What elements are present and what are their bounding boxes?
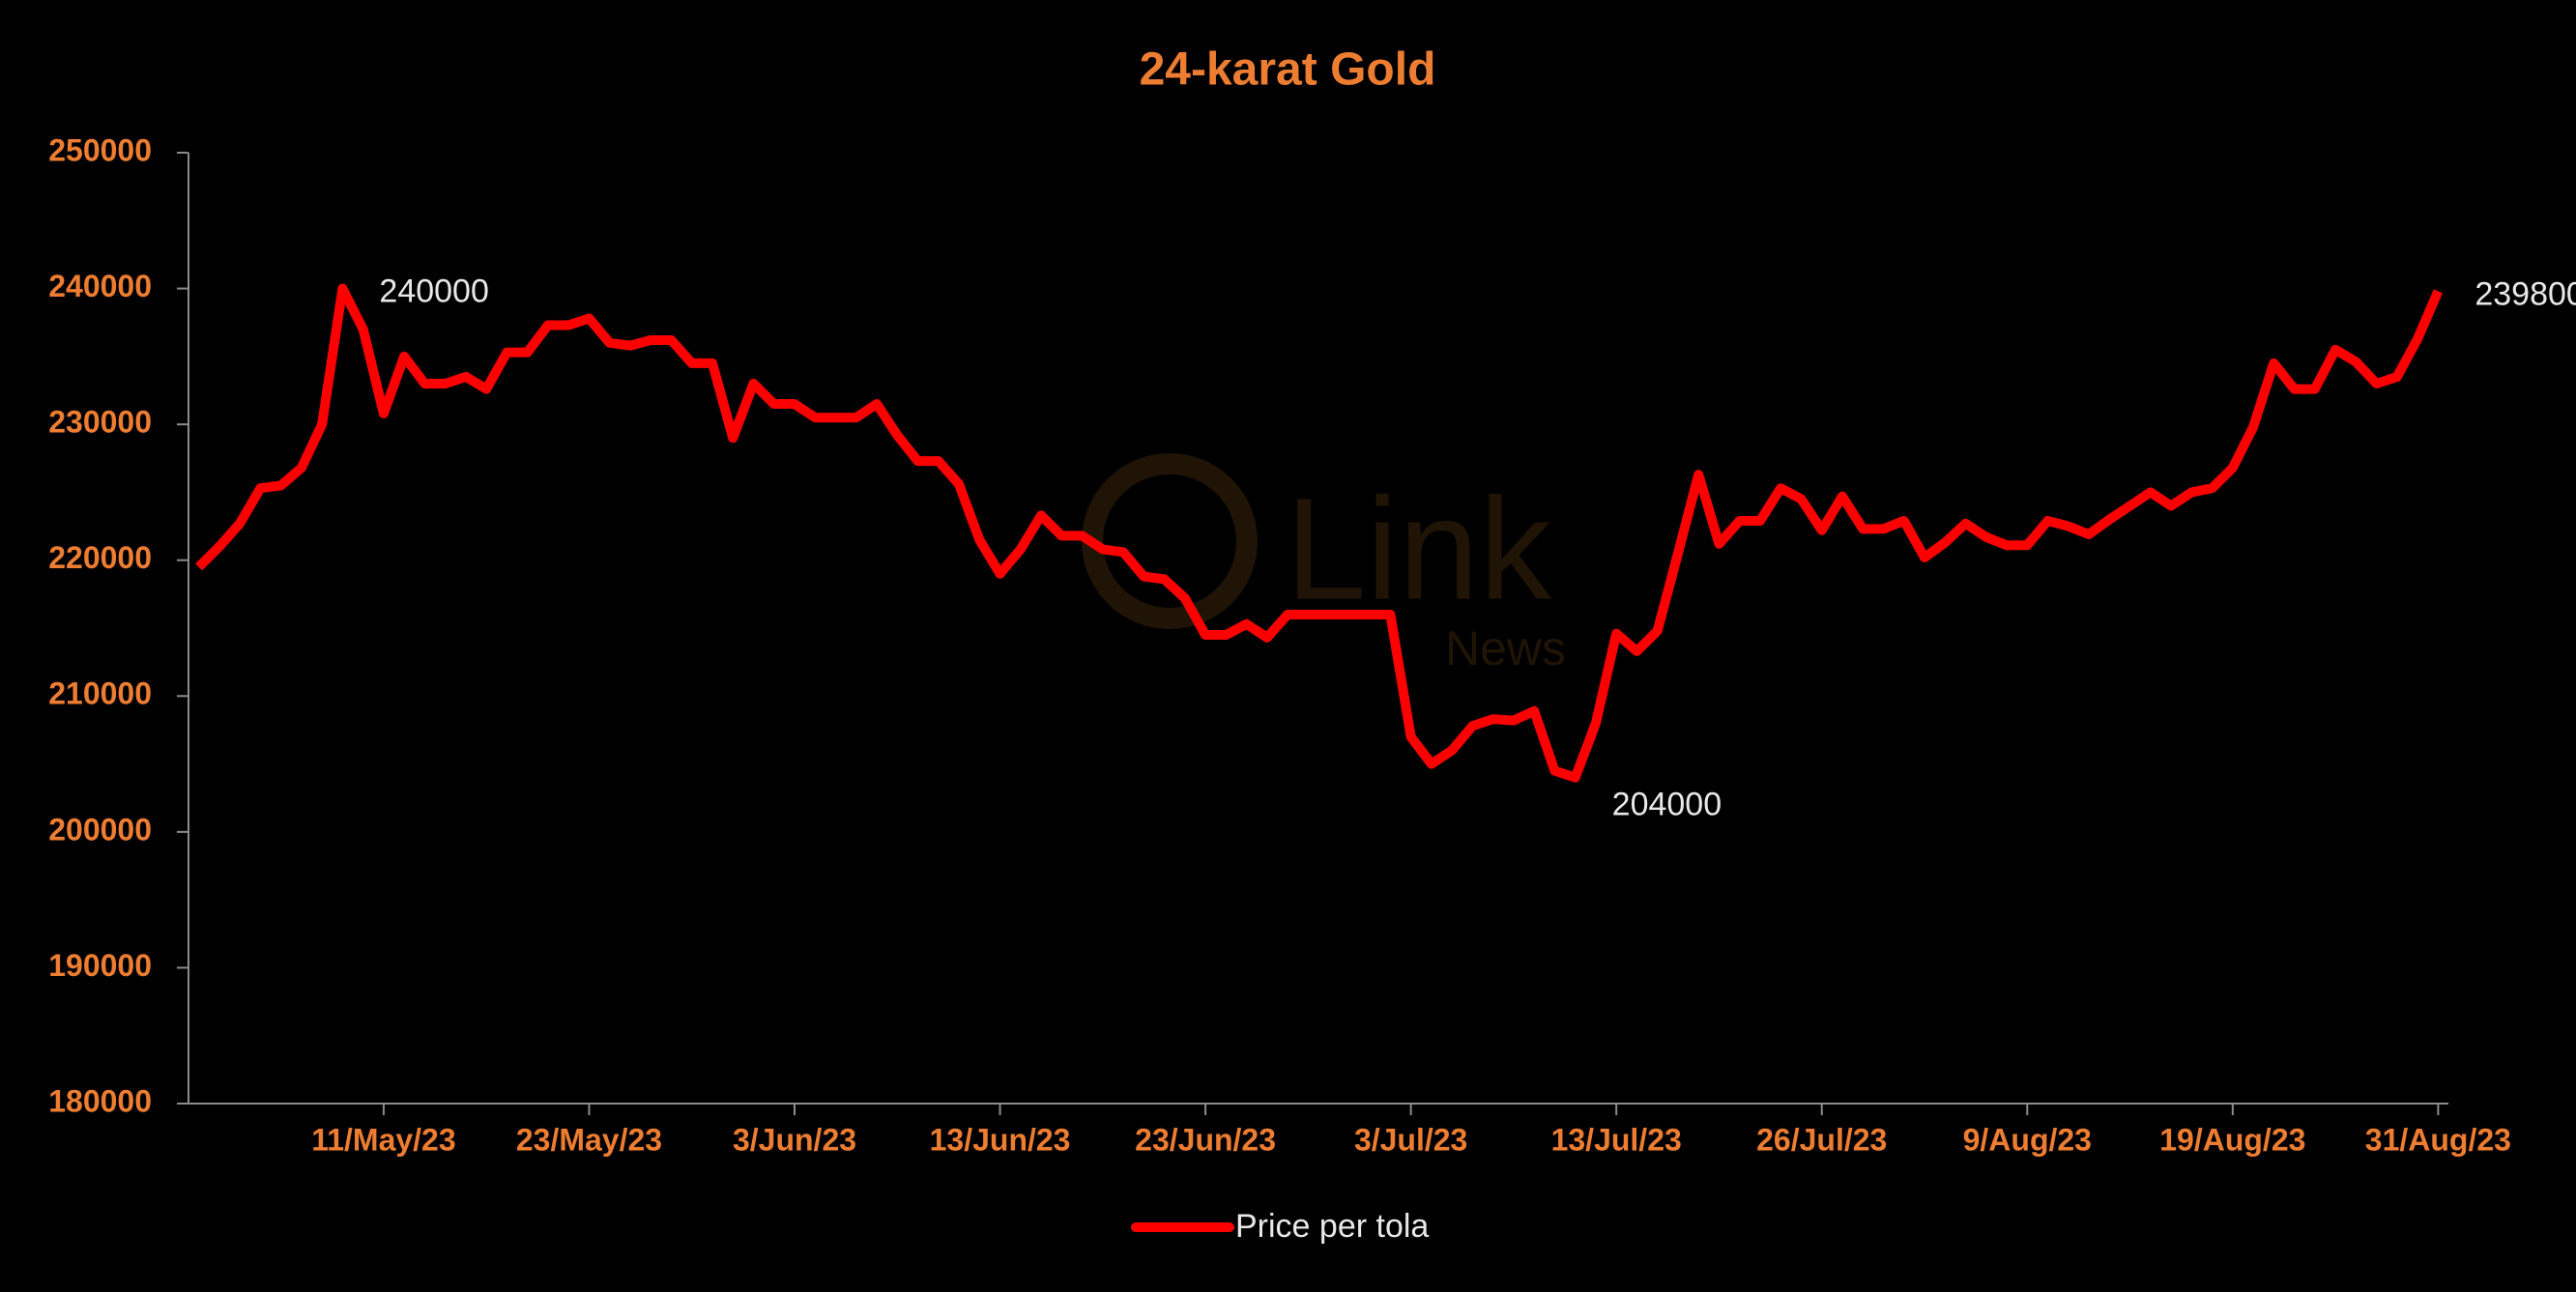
watermark: Link News <box>1082 453 1566 675</box>
x-tick-label: 23/May/23 <box>516 1122 662 1157</box>
x-tick-label: 31/Aug/23 <box>2365 1122 2511 1157</box>
data-label: 239800 <box>2475 275 2576 312</box>
y-tick-label: 220000 <box>48 540 152 575</box>
chart-title: 24-karat Gold <box>1140 44 1436 96</box>
x-tick-label: 3/Jul/23 <box>1354 1122 1467 1157</box>
x-tick-label: 26/Jul/23 <box>1756 1122 1887 1157</box>
y-tick-label: 180000 <box>48 1083 152 1118</box>
y-tick-label: 230000 <box>48 405 152 440</box>
watermark-subtext: News <box>1445 621 1566 675</box>
line-series <box>195 283 2443 783</box>
x-tick-label: 13/Jul/23 <box>1551 1122 1682 1157</box>
x-tick-label: 19/Aug/23 <box>2159 1122 2305 1157</box>
x-tick-label: 9/Aug/23 <box>1963 1122 2092 1157</box>
y-tick-label: 200000 <box>48 812 152 847</box>
x-tick-label: 23/Jun/23 <box>1135 1122 1276 1157</box>
data-label: 204000 <box>1612 787 1722 823</box>
x-tick-label: 13/Jun/23 <box>930 1122 1071 1157</box>
y-tick-label: 250000 <box>48 132 152 167</box>
data-label: 240000 <box>379 273 488 310</box>
y-tick-label: 190000 <box>48 948 152 983</box>
x-tick-label: 3/Jun/23 <box>733 1122 856 1157</box>
y-tick-label: 210000 <box>48 676 152 711</box>
watermark-text: Link <box>1286 468 1552 630</box>
legend-label: Price per tola <box>1235 1208 1429 1245</box>
y-tick-label: 240000 <box>48 269 152 303</box>
x-tick-label: 11/May/23 <box>311 1122 455 1157</box>
